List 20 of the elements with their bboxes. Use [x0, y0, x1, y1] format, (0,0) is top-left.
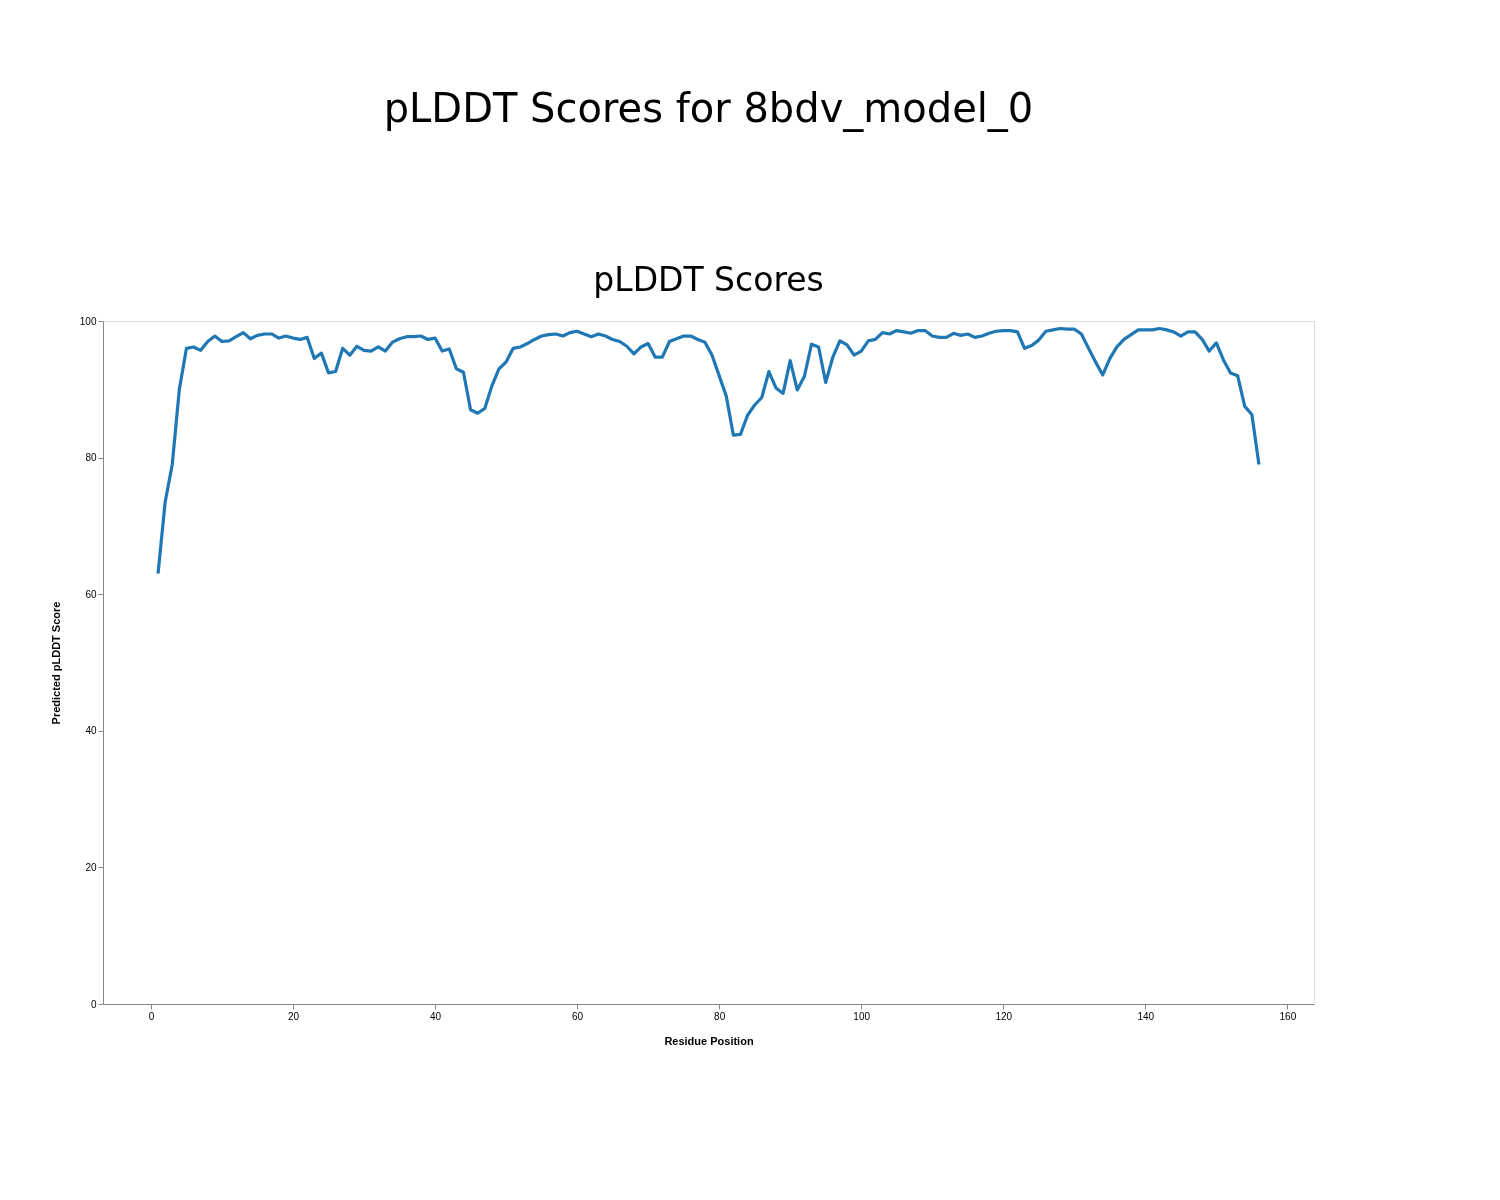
x-tick-label: 0: [148, 1010, 155, 1022]
chart-subtitle: pLDDT Scores: [593, 260, 824, 299]
y-tick-label: 40: [85, 725, 97, 737]
x-tick-label: 60: [572, 1010, 584, 1022]
x-tick-label: 140: [1137, 1010, 1155, 1022]
x-tick-label: 40: [429, 1010, 442, 1022]
y-tick-label: 80: [85, 452, 97, 464]
x-axis-title: Residue Position: [664, 1034, 754, 1047]
y-axis-title: Predicted pLDDT Score: [49, 601, 62, 725]
x-tick-label: 100: [853, 1010, 871, 1022]
line-series: [156, 326, 1261, 576]
chart-title: pLDDT Scores for 8bdv_model_0: [383, 85, 1034, 132]
y-tick-label: 20: [85, 861, 97, 873]
x-tick-label: 120: [995, 1010, 1013, 1022]
y-tick-label: 100: [79, 315, 97, 327]
y-tick-label: 0: [90, 998, 97, 1010]
x-tick-label: 160: [1279, 1010, 1297, 1022]
y-tick-label: 60: [85, 588, 97, 600]
x-tick-label: 80: [714, 1010, 726, 1022]
x-tick-label: 20: [287, 1010, 300, 1022]
